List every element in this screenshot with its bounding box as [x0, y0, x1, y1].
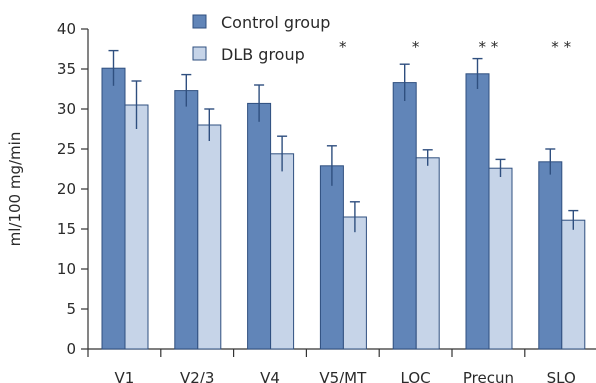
significance-layer: * * * * * *: [339, 38, 572, 56]
significance-marker: * *: [551, 38, 571, 56]
x-category-label: LOC: [401, 369, 431, 383]
y-axis: 0 5 10 15 20 25 30 35 40: [57, 20, 89, 358]
y-tick-label: 30: [57, 100, 76, 118]
x-category-label: Precun: [463, 369, 514, 383]
bar-dlb: [197, 124, 222, 350]
significance-marker: *: [339, 38, 347, 56]
y-tick-label: 15: [57, 220, 76, 238]
y-tick-label: 10: [57, 260, 76, 278]
bar-control: [247, 102, 272, 350]
x-category-label: SLO: [547, 369, 576, 383]
legend-swatch-dlb: [192, 46, 207, 61]
bar-control: [392, 82, 417, 350]
legend-swatch-control: [192, 14, 207, 29]
y-axis-title: ml/100 mg/min: [6, 132, 24, 247]
y-tick-label: 40: [57, 20, 76, 38]
y-tick-label: 25: [57, 140, 76, 158]
x-axis: V1 V2/3 V4 V5/MT LOC Precun SLO: [87, 348, 596, 383]
legend-label-dlb: DLB group: [221, 45, 305, 64]
y-tick-label: 5: [66, 300, 76, 318]
bars-layer: [101, 67, 586, 350]
bar-dlb: [270, 153, 295, 350]
bar-dlb: [488, 167, 513, 350]
legend-label-control: Control group: [221, 13, 330, 32]
y-tick-label: 0: [66, 340, 76, 358]
bar-dlb: [124, 104, 149, 350]
bar-control: [465, 73, 490, 350]
significance-marker: *: [412, 38, 420, 56]
bar-control: [538, 161, 563, 350]
bar-control: [319, 165, 344, 350]
x-category-label: V2/3: [180, 369, 214, 383]
significance-marker: * *: [479, 38, 499, 56]
bar-dlb: [342, 216, 367, 350]
legend: Control group DLB group: [192, 13, 330, 64]
y-tick-label: 35: [57, 60, 76, 78]
error-bars-layer: [108, 49, 579, 233]
bar-dlb: [561, 219, 586, 350]
bar-control: [174, 90, 199, 350]
x-category-label: V4: [260, 369, 280, 383]
bar-control: [101, 67, 126, 350]
bar-dlb: [415, 157, 440, 350]
y-tick-label: 20: [57, 180, 76, 198]
x-category-label: V1: [114, 369, 134, 383]
x-category-label: V5/MT: [319, 369, 367, 383]
